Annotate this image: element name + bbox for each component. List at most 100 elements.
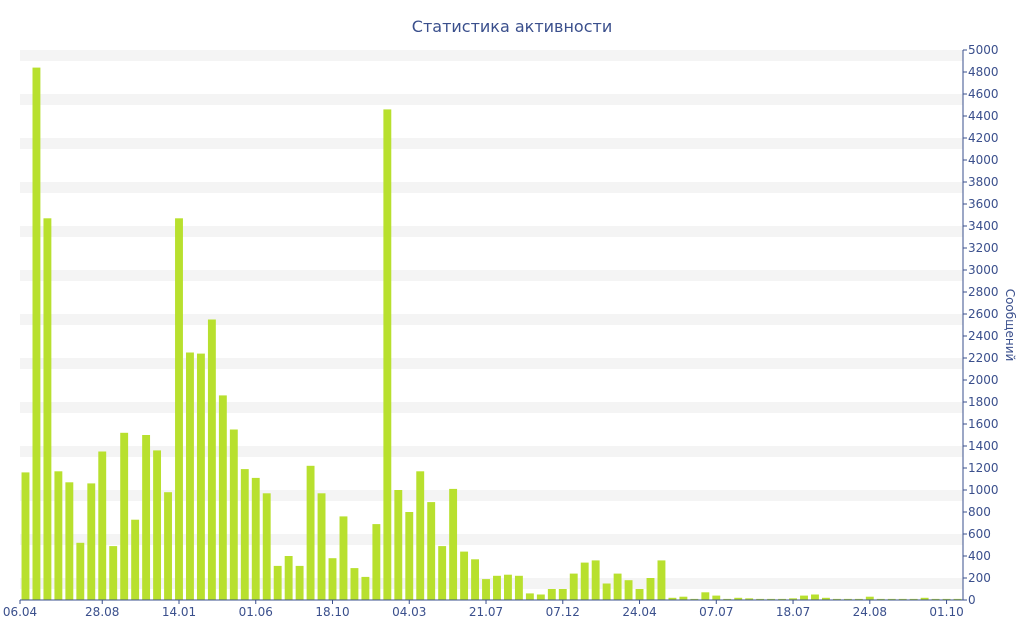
bar xyxy=(273,565,282,600)
grid-band xyxy=(20,226,963,237)
bar xyxy=(142,435,151,600)
grid-band xyxy=(20,94,963,105)
bar xyxy=(942,598,951,600)
bar xyxy=(317,493,326,600)
bar xyxy=(909,598,918,600)
y-axis-title: Сообщений xyxy=(1003,289,1017,362)
bar xyxy=(712,595,721,600)
bar xyxy=(295,565,304,600)
grid-band xyxy=(20,490,963,501)
y-tick-label: 5000 xyxy=(968,43,999,57)
y-tick-label: 3400 xyxy=(968,219,999,233)
bar xyxy=(131,519,140,600)
y-tick-label: 1600 xyxy=(968,417,999,431)
bar xyxy=(109,546,118,600)
bar xyxy=(449,488,458,600)
bar xyxy=(558,589,567,600)
bar xyxy=(262,493,271,600)
x-tick-label: 18.10 xyxy=(315,605,349,619)
bar xyxy=(657,560,666,600)
bar xyxy=(460,551,469,600)
bar-series xyxy=(21,67,962,601)
bar xyxy=(931,598,940,600)
bar xyxy=(229,429,238,600)
bar xyxy=(865,596,874,600)
bar xyxy=(207,319,216,600)
bar xyxy=(525,593,534,600)
y-tick-label: 4800 xyxy=(968,65,999,79)
bar xyxy=(745,598,754,600)
y-axis: 0 200 400 600 800 1000 1200 1400 1600 1800 2000 220… xyxy=(962,43,999,607)
bar xyxy=(800,595,808,600)
bar xyxy=(898,598,907,600)
bar xyxy=(602,583,611,600)
bar xyxy=(350,568,359,600)
bar xyxy=(723,598,732,600)
bar xyxy=(569,573,578,600)
x-tick-label: 24.04 xyxy=(622,605,656,619)
bar xyxy=(186,352,194,600)
y-tick-label: 200 xyxy=(968,571,991,585)
bar xyxy=(854,598,863,600)
bar xyxy=(416,471,425,600)
grid-band xyxy=(20,138,963,149)
bar xyxy=(646,578,655,600)
grid-band xyxy=(20,270,963,281)
y-tick-label: 2800 xyxy=(968,285,999,299)
bar xyxy=(471,559,479,600)
bar xyxy=(756,598,765,600)
bar xyxy=(76,542,85,600)
x-tick-label: 24.08 xyxy=(853,605,887,619)
x-tick-label: 21.07 xyxy=(469,605,503,619)
bar xyxy=(383,109,392,601)
bar xyxy=(87,483,96,600)
bar xyxy=(98,451,107,600)
grid-band xyxy=(20,314,963,325)
y-tick-label: 4600 xyxy=(968,87,999,101)
bar xyxy=(218,395,227,600)
y-tick-label: 1800 xyxy=(968,395,999,409)
y-tick-label: 1400 xyxy=(968,439,999,453)
bar xyxy=(789,598,797,600)
bar xyxy=(920,597,929,600)
bar xyxy=(536,594,545,600)
x-tick-label: 28.08 xyxy=(85,605,119,619)
y-tick-label: 1200 xyxy=(968,461,999,475)
bar xyxy=(21,472,30,600)
bar xyxy=(953,598,962,600)
x-tick-label: 07.07 xyxy=(699,605,733,619)
y-tick-label: 400 xyxy=(968,549,991,563)
bar xyxy=(438,546,447,600)
y-tick-label: 4400 xyxy=(968,109,999,123)
bar xyxy=(668,597,677,600)
bar xyxy=(887,598,896,600)
y-tick-label: 3600 xyxy=(968,197,999,211)
bar xyxy=(690,598,699,600)
y-tick-label: 4000 xyxy=(968,153,999,167)
chart-title: Статистика активности xyxy=(412,17,612,36)
x-axis: 06.04 28.08 14.01 01.06 18.10 04.03 21.07 07.12… xyxy=(3,599,964,619)
x-tick-label: 18.07 xyxy=(776,605,810,619)
y-tick-label: 2600 xyxy=(968,307,999,321)
bar xyxy=(43,218,52,601)
y-tick-label: 3200 xyxy=(968,241,999,255)
bar xyxy=(613,573,622,600)
bar xyxy=(876,598,885,600)
bar xyxy=(120,432,129,600)
bar xyxy=(361,576,370,600)
bar xyxy=(339,516,348,600)
bar xyxy=(164,492,172,600)
bar xyxy=(811,594,819,600)
x-tick-label: 01.06 xyxy=(239,605,273,619)
bar xyxy=(32,67,41,601)
y-tick-label: 800 xyxy=(968,505,991,519)
grid-band xyxy=(20,446,963,457)
x-tick-label: 06.04 xyxy=(3,605,37,619)
y-tick-label: 0 xyxy=(968,593,976,607)
bar xyxy=(547,589,556,600)
grid-band xyxy=(20,358,963,369)
y-tick-label: 2200 xyxy=(968,351,999,365)
y-tick-label: 2000 xyxy=(968,373,999,387)
